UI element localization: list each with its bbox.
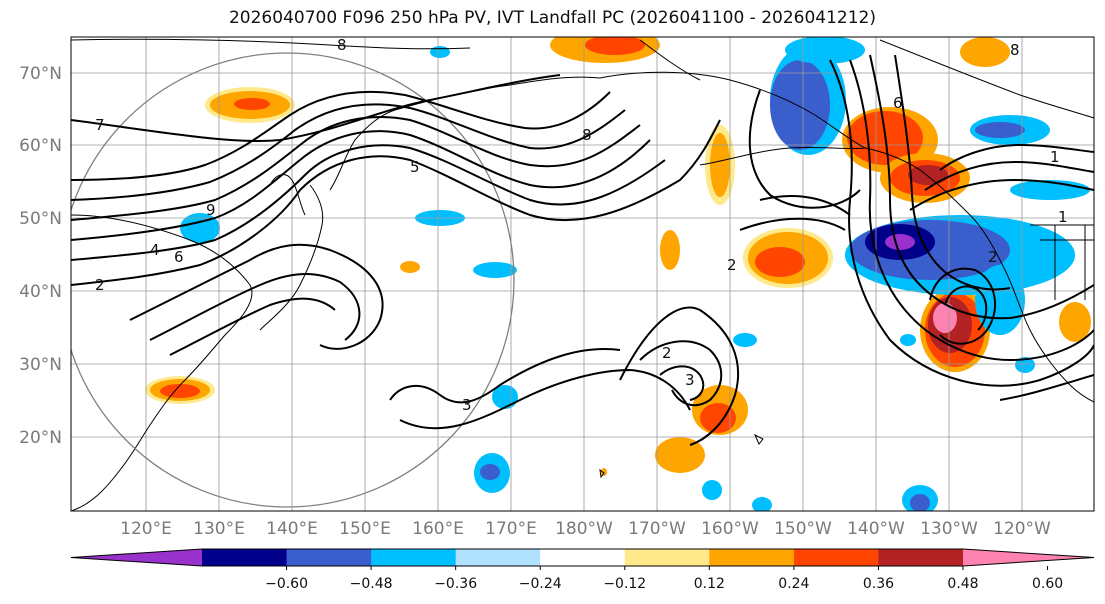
lon-label: 150°E [339, 519, 391, 539]
colorbar-outline [70, 548, 1095, 567]
contour-labels: 7 8 9 8 5 6 4 2 3 2 3 2 6 1 1 2 8 [95, 36, 1068, 414]
contour-label: 4 [150, 241, 160, 259]
colorbar-segment [202, 549, 288, 566]
colorbar-tick-label: 0.12 [694, 576, 725, 592]
contour-label: 2 [95, 276, 105, 294]
lon-label: 130°W [920, 519, 978, 539]
contour-label: 1 [1050, 148, 1060, 166]
lon-label: 140°E [266, 519, 318, 539]
colorbar-segment [371, 549, 457, 566]
lon-label: 140°W [847, 519, 905, 539]
colorbar-segment [286, 549, 372, 566]
contour-label: 2 [727, 256, 737, 274]
colorbar-tick-label: 0.24 [778, 576, 809, 592]
contour-label: 7 [95, 116, 105, 134]
lon-label: 150°W [774, 519, 832, 539]
map-title: 2026040700 F096 250 hPa PV, IVT Landfall… [228, 8, 876, 28]
lat-label: 40°N [19, 282, 62, 302]
lat-label: 20°N [19, 428, 62, 448]
colorbar-segment [540, 549, 626, 566]
colorbar-segment [624, 549, 710, 566]
colorbar-tick-label: −0.36 [434, 576, 477, 592]
lat-label: 50°N [19, 209, 62, 229]
contour-label: 1 [1058, 208, 1068, 226]
colorbar-segment [793, 549, 879, 566]
contour-label: 9 [206, 201, 216, 219]
colorbar-tick-label: 0.48 [947, 576, 978, 592]
colorbar-tick-label: 0.60 [1032, 576, 1063, 592]
contour-label: 2 [988, 248, 998, 266]
lon-label: 130°E [193, 519, 245, 539]
longitude-labels: 120°E 130°E 140°E 150°E 160°E 170°E 180°… [120, 519, 1051, 539]
colorbar-segment [963, 549, 1094, 566]
colorbar-tick-label: −0.12 [603, 576, 646, 592]
contour-label: 8 [337, 36, 347, 54]
lon-label: 170°E [485, 519, 537, 539]
contour-label: 2 [662, 344, 672, 362]
lat-label: 30°N [19, 355, 62, 375]
colorbar: −0.60 −0.48 −0.36 −0.24 −0.12 0.12 0.24 0.36 0.4… [70, 548, 1095, 592]
contour-label: 5 [410, 158, 420, 176]
contour-label: 8 [1010, 41, 1020, 59]
contour-label: 3 [462, 396, 472, 414]
lon-label: 120°E [120, 519, 172, 539]
colorbar-tick-label: −0.24 [519, 576, 562, 592]
colorbar-segment [709, 549, 795, 566]
latitude-labels: 70°N 60°N 50°N 40°N 30°N 20°N [19, 64, 62, 448]
lon-label: 180°W [555, 519, 613, 539]
colorbar-tick-label: −0.60 [265, 576, 308, 592]
colorbar-segment [878, 549, 964, 566]
range-circle [71, 52, 515, 508]
colorbar-tick-label: −0.48 [350, 576, 393, 592]
contour-label: 3 [685, 371, 695, 389]
lon-label: 160°E [412, 519, 464, 539]
colorbar-segment [71, 549, 202, 566]
lon-label: 170°W [628, 519, 686, 539]
lon-label: 120°W [993, 519, 1051, 539]
colorbar-tick-label: 0.36 [863, 576, 894, 592]
contour-label: 6 [174, 248, 184, 266]
lon-label: 160°W [701, 519, 759, 539]
lat-label: 70°N [19, 64, 62, 84]
contour-label: 8 [582, 126, 592, 144]
lat-label: 60°N [19, 136, 62, 156]
map-frame [70, 36, 1095, 512]
colorbar-segment [455, 549, 541, 566]
contour-label: 6 [893, 94, 903, 112]
pv-contours [71, 54, 1094, 446]
